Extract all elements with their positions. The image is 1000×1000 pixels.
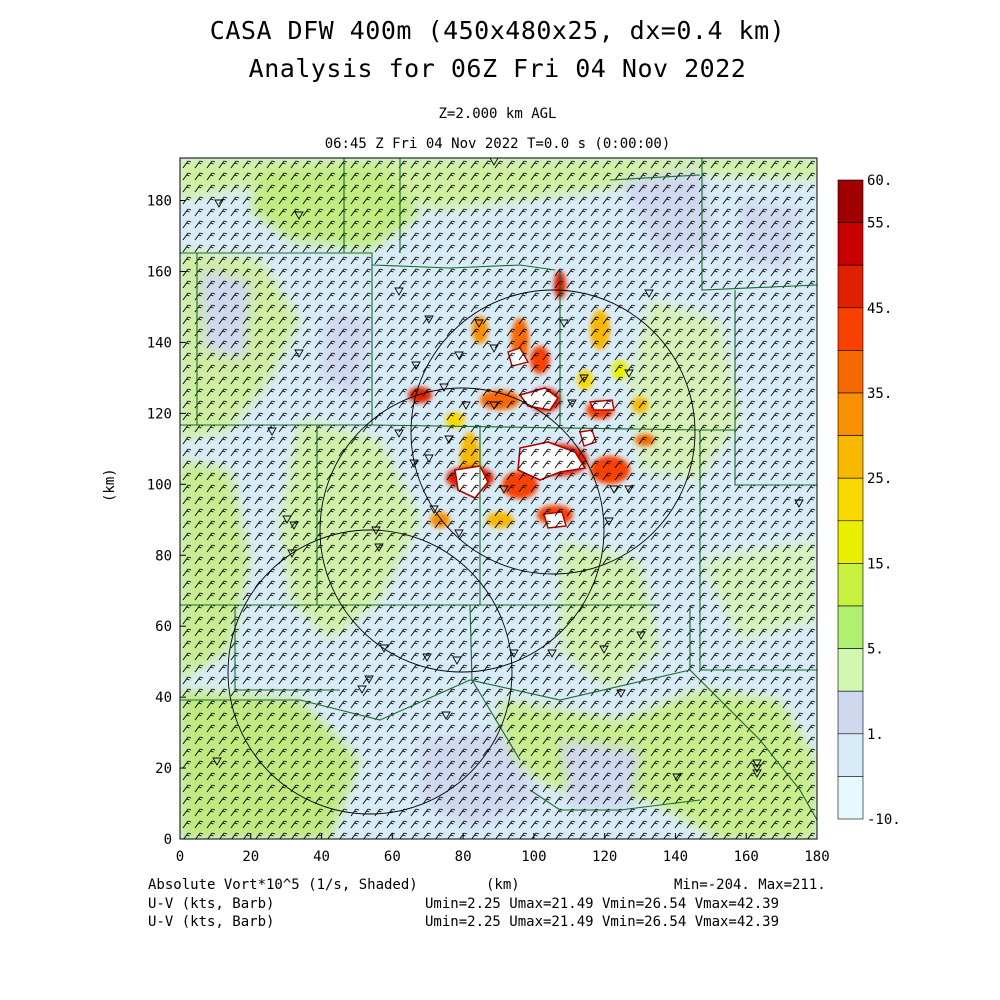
wind-barb-field xyxy=(180,158,817,839)
y-tick-label: 60 xyxy=(155,619,172,635)
colorbar-swatch xyxy=(837,264,864,309)
colorbar-label: 35. xyxy=(867,386,892,402)
y-tick-label: 80 xyxy=(155,548,172,564)
colorbar-swatch xyxy=(837,776,864,820)
colorbar-label: 45. xyxy=(867,301,892,317)
colorbar-swatch xyxy=(837,477,864,522)
y-tick-label: 120 xyxy=(147,406,172,422)
x-tick-label: 100 xyxy=(521,849,546,865)
y-tick-label: 40 xyxy=(155,690,172,706)
colorbar-swatch xyxy=(837,648,864,692)
colorbar-swatch xyxy=(837,605,864,649)
field-label: Absolute Vort*10^5 (1/s, Shaded) xyxy=(148,877,418,893)
y-tick-label: 100 xyxy=(147,477,172,493)
colorbar-swatch xyxy=(837,392,864,436)
x-tick-label: 120 xyxy=(592,849,617,865)
radar-range-rings xyxy=(227,289,696,815)
x-tick-label: 160 xyxy=(734,849,759,865)
level-label: Z=2.000 km AGL xyxy=(438,106,557,122)
x-tick-label: 0 xyxy=(176,849,184,865)
x-axis-label: (km) xyxy=(486,877,520,893)
y-tick-label: 140 xyxy=(147,335,172,351)
vorticity-field xyxy=(180,158,817,839)
y-tick-label: 160 xyxy=(147,265,172,281)
colorbar-label: 1. xyxy=(867,727,884,743)
colorbar-swatch xyxy=(837,520,864,564)
min-max-label: Min=-204. Max=211. xyxy=(674,877,826,893)
x-axis: 0 20 40 60 80 100 120 140 160 180 xyxy=(176,833,830,865)
colorbar-swatch xyxy=(837,222,864,266)
x-tick-label: 60 xyxy=(384,849,401,865)
uv-stats-2: Umin=2.25 Umax=21.49 Vmin=26.54 Vmax=42.… xyxy=(425,914,780,930)
colorbar-label: 25. xyxy=(867,471,892,487)
y-axis: 0 20 40 60 80 100 120 140 160 180 xyxy=(147,194,186,848)
colorbar-label: 55. xyxy=(867,216,892,232)
y-tick-label: 0 xyxy=(164,832,172,848)
y-tick-label: 20 xyxy=(155,761,172,777)
colorbar: 60. 55. 45. 35. 25. 15. 5. 1. -10. xyxy=(837,173,901,828)
colorbar-swatch xyxy=(837,690,864,735)
colorbar-label: -10. xyxy=(867,812,901,828)
colorbar-label: 60. xyxy=(867,173,892,189)
station-markers xyxy=(212,158,804,782)
map-subtitle: Analysis for 06Z Fri 04 Nov 2022 xyxy=(248,54,747,83)
colorbar-swatch xyxy=(837,435,864,479)
x-tick-label: 40 xyxy=(313,849,330,865)
colorbar-label: 15. xyxy=(867,556,892,572)
county-boundaries xyxy=(180,158,817,821)
colorbar-swatch xyxy=(837,563,864,607)
uv-stats-1: Umin=2.25 Umax=21.49 Vmin=26.54 Vmax=42.… xyxy=(425,896,780,912)
colorbar-label: 5. xyxy=(867,642,884,658)
map-title: CASA DFW 400m (450x480x25, dx=0.4 km) xyxy=(209,16,786,45)
colorbar-swatch xyxy=(837,307,864,351)
colorbar-swatch xyxy=(837,350,864,394)
colorbar-swatch xyxy=(837,733,864,777)
y-tick-label: 180 xyxy=(147,194,172,210)
plot-frame xyxy=(179,157,818,840)
x-tick-label: 180 xyxy=(804,849,829,865)
x-tick-label: 20 xyxy=(242,849,259,865)
valid-time-label: 06:45 Z Fri 04 Nov 2022 T=0.0 s (0:00:00… xyxy=(324,136,671,152)
colorbar-swatch xyxy=(837,179,864,223)
uv-label-2: U-V (kts, Barb) xyxy=(148,914,275,930)
x-tick-label: 140 xyxy=(663,849,688,865)
x-tick-label: 80 xyxy=(455,849,472,865)
y-axis-label: (km) xyxy=(102,468,118,502)
uv-label-1: U-V (kts, Barb) xyxy=(148,896,275,912)
